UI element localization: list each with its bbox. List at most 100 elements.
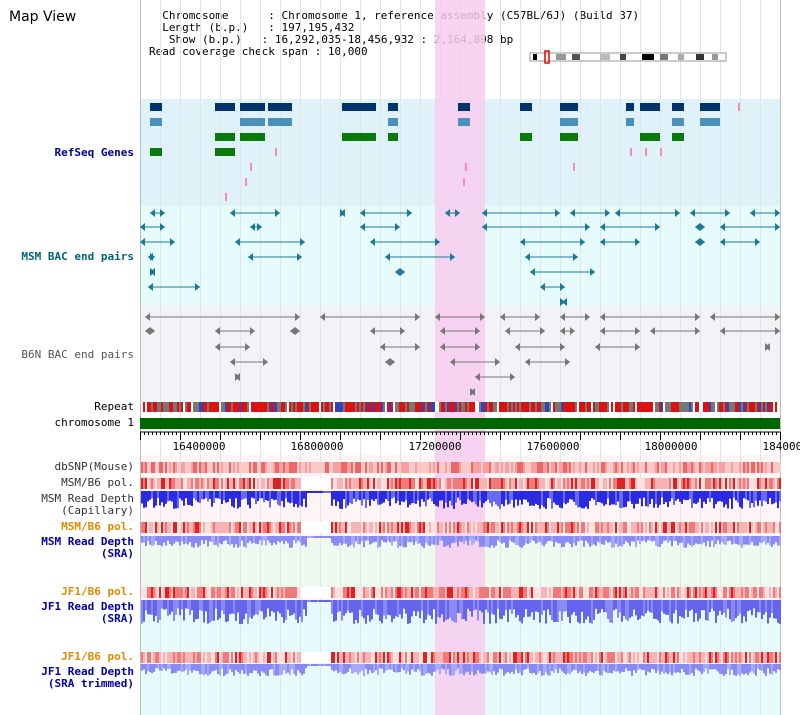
jf1-b6-pol-mark: [481, 587, 483, 598]
dbsnp-mark: [263, 462, 265, 473]
msm-b6-pol-mark: [517, 522, 519, 533]
repeat-mark: [639, 402, 641, 412]
msm-b6-pol-mark: [535, 522, 537, 533]
msm-b6-pol-mark: [331, 522, 333, 533]
dbsnp-mark: [453, 462, 455, 473]
dbsnp-mark: [321, 462, 323, 473]
repeat-mark: [567, 402, 569, 412]
jf1-b6-pol-mark: [201, 652, 203, 663]
jf1-depth-trimmed-bar: [557, 664, 559, 673]
msm-b6-pol-mark: [163, 522, 165, 533]
dbsnp-mark: [235, 462, 237, 473]
repeat-mark: [325, 402, 327, 412]
dbsnp-mark: [467, 462, 469, 473]
b6n-bac-end: [415, 343, 420, 351]
jf1-b6-pol-mark: [363, 652, 365, 663]
track-label-msm-depth-sra: MSM Read Depth (SRA): [41, 535, 134, 560]
msm-depth-sra-bar: [231, 536, 233, 544]
dbsnp-mark: [745, 462, 747, 473]
repeat-mark: [357, 402, 359, 412]
repeat-mark: [359, 402, 361, 412]
jf1-b6-pol-mark: [147, 587, 149, 598]
msm-depth-capillary-bar: [219, 491, 221, 500]
msm-b6-pol-mark: [637, 478, 639, 489]
msm-depth-capillary-bar: [713, 491, 715, 509]
msm-depth-capillary-bar: [665, 491, 667, 503]
dbsnp-mark: [169, 462, 171, 473]
jf1-depth-sra-bar: [255, 600, 257, 614]
msm-depth-capillary-bar: [459, 491, 461, 501]
msm-depth-sra-bar: [779, 536, 781, 546]
msm-depth-capillary-bar: [749, 491, 751, 508]
repeat-mark: [571, 402, 573, 412]
repeat-mark: [279, 402, 281, 412]
msm-b6-pol-mark: [403, 522, 405, 533]
jf1-depth-trimmed-bar: [757, 664, 759, 669]
msm-depth-capillary-bar: [457, 491, 459, 498]
jf1-b6-pol-mark: [325, 652, 327, 663]
msm-depth-sra-bar: [773, 536, 775, 545]
msm-depth-sra-bar: [159, 536, 161, 545]
msm-bac-end: [300, 238, 305, 246]
msm-depth-capillary-bar: [617, 491, 619, 502]
jf1-b6-pol-mark: [197, 587, 199, 598]
msm-b6-pol-mark: [689, 478, 691, 489]
msm-bac-end: [580, 238, 585, 246]
jf1-b6-pol-mark: [253, 652, 255, 663]
msm-b6-pol-mark: [231, 522, 233, 533]
dbsnp-mark: [515, 462, 517, 473]
jf1-depth-trimmed-bar: [681, 664, 683, 669]
msm-depth-sra-bar: [641, 536, 643, 542]
jf1-depth-trimmed-bar: [559, 664, 561, 669]
msm-b6-pol-mark: [177, 478, 179, 489]
jf1-b6-pol-mark: [555, 652, 557, 663]
refseq-gene-mark: [240, 103, 265, 111]
jf1-depth-sra-bar: [711, 600, 713, 609]
repeat-mark: [705, 402, 707, 412]
jf1-b6-pol-mark: [327, 587, 329, 598]
chromosome-ideogram[interactable]: [529, 50, 727, 64]
msm-b6-pol-mark: [541, 522, 543, 533]
jf1-b6-pol-mark: [699, 652, 701, 663]
msm-b6-pol-mark: [685, 478, 687, 489]
msm-b6-pol-mark: [145, 522, 147, 533]
repeat-mark: [707, 402, 709, 412]
msm-depth-capillary-bar: [395, 491, 397, 504]
repeat-mark: [227, 402, 229, 412]
msm-depth-sra-bar: [729, 536, 731, 541]
jf1-depth-sra-bar: [577, 600, 579, 623]
b6n-bac-end: [145, 313, 150, 321]
jf1-b6-pol-mark: [497, 587, 499, 598]
jf1-depth-trimmed-bar: [277, 664, 279, 676]
msm-depth-capillary-bar: [383, 491, 385, 503]
repeat-mark: [375, 402, 377, 412]
jf1-depth-sra-bar: [425, 600, 427, 620]
jf1-b6-pol-mark: [743, 652, 745, 663]
msm-b6-pol-mark: [287, 522, 289, 533]
msm-depth-sra-bar: [303, 536, 305, 545]
jf1-depth-sra-bar: [441, 600, 443, 615]
refseq-gene-mark: [458, 118, 470, 126]
msm-bac-end: [525, 253, 530, 261]
msm-b6-pol-mark: [631, 522, 633, 533]
msm-bac-end: [675, 209, 680, 217]
msm-bac-end: [600, 238, 605, 246]
repeat-mark: [377, 402, 379, 412]
msm-b6-pol-mark: [695, 522, 697, 533]
jf1-b6-pol-mark: [249, 587, 251, 598]
repeat-mark: [755, 402, 757, 412]
jf1-b6-pol-mark: [583, 587, 585, 598]
msm-depth-capillary-bar: [543, 491, 545, 508]
msm-depth-sra-bar: [539, 536, 541, 542]
msm-depth-capillary-bar: [401, 491, 403, 502]
dbsnp-mark: [179, 462, 181, 473]
jf1-depth-sra-bar: [467, 600, 469, 609]
msm-depth-capillary-bar: [599, 491, 601, 503]
jf1-b6-pol-mark: [343, 652, 345, 663]
msm-b6-pol-mark: [469, 522, 471, 533]
repeat-mark: [603, 402, 605, 412]
msm-depth-sra-bar: [647, 536, 649, 541]
jf1-b6-pol-mark: [755, 652, 757, 663]
jf1-depth-trimmed-bar: [413, 664, 415, 672]
